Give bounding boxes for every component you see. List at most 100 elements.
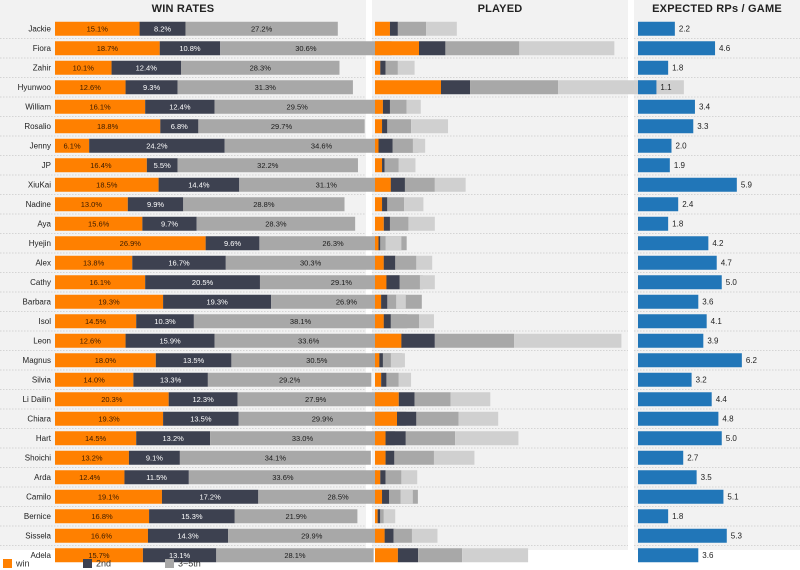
played-bar-win bbox=[375, 548, 398, 563]
win-rate-label-third: 28.3% bbox=[250, 63, 272, 72]
win-rate-label-third: 30.5% bbox=[306, 356, 328, 365]
category-label: Nadine bbox=[26, 200, 52, 209]
rp-value-label: 1.1 bbox=[660, 83, 672, 92]
played-bar-rest bbox=[383, 509, 396, 524]
rp-bar bbox=[638, 548, 699, 563]
played-bar-win bbox=[375, 99, 383, 114]
played-bar-second bbox=[380, 470, 386, 485]
played-bar-win bbox=[375, 80, 441, 95]
rp-bar bbox=[638, 392, 712, 407]
played-bar-second bbox=[377, 509, 381, 524]
rp-bar bbox=[638, 197, 679, 212]
rp-bar bbox=[638, 60, 669, 75]
played-bar-third bbox=[387, 119, 412, 134]
category-label: Hyunwoo bbox=[18, 83, 52, 92]
played-bar-second bbox=[397, 548, 419, 563]
win-rate-bar-third bbox=[185, 21, 338, 36]
win-rate-bar-win bbox=[55, 119, 161, 134]
win-rate-bar-third bbox=[181, 60, 340, 75]
win-rate-label-third: 27.2% bbox=[251, 24, 273, 33]
win-rate-bar-win bbox=[55, 21, 140, 36]
legend-win-label: win bbox=[16, 558, 30, 569]
win-rate-label-third: 26.9% bbox=[336, 297, 358, 306]
win-rate-label-second: 9.7% bbox=[161, 219, 178, 228]
win-rate-label-second: 15.3% bbox=[181, 512, 203, 521]
win-rate-label-third: 29.9% bbox=[301, 531, 323, 540]
rp-value-label: 2.4 bbox=[682, 200, 694, 209]
rp-value-label: 4.4 bbox=[716, 395, 728, 404]
win-rate-label-win: 16.1% bbox=[89, 102, 111, 111]
rp-bar bbox=[638, 138, 672, 153]
played-bar-rest bbox=[412, 138, 426, 153]
played-bar-win bbox=[375, 333, 402, 348]
win-rate-label-win: 18.8% bbox=[97, 122, 119, 131]
win-rate-bar-third bbox=[234, 509, 358, 524]
win-rate-label-second: 13.5% bbox=[190, 414, 212, 423]
played-bar-second bbox=[378, 236, 381, 251]
played-bar-win bbox=[375, 255, 384, 270]
played-bar-rest bbox=[455, 431, 519, 446]
played-bar-win bbox=[375, 158, 383, 173]
rp-value-label: 3.3 bbox=[697, 122, 709, 131]
win-rate-bar-second bbox=[147, 528, 229, 543]
win-rate-label-win: 26.9% bbox=[120, 239, 142, 248]
played-bar-rest bbox=[408, 216, 435, 231]
win-rate-bar-third bbox=[177, 158, 358, 173]
played-bar-second bbox=[381, 372, 387, 387]
win-rate-bar-third bbox=[238, 411, 407, 426]
win-rate-bar-win bbox=[55, 431, 137, 446]
category-label: Sissela bbox=[25, 531, 51, 540]
rp-value-label: 5.1 bbox=[727, 492, 739, 501]
played-bar-win bbox=[375, 138, 379, 153]
win-rate-label-win: 12.4% bbox=[79, 473, 101, 482]
played-bar-rest bbox=[404, 197, 424, 212]
win-rate-bar-win bbox=[55, 197, 128, 212]
win-rate-bar-win bbox=[55, 528, 148, 543]
played-bar-rest bbox=[406, 99, 421, 114]
played-bar-third bbox=[384, 158, 399, 173]
category-label: Aya bbox=[37, 219, 51, 228]
rp-value-label: 2.0 bbox=[676, 141, 688, 150]
win-rate-label-win: 12.6% bbox=[80, 83, 102, 92]
win-rate-label-third: 27.9% bbox=[305, 395, 327, 404]
win-rate-label-third: 31.3% bbox=[255, 83, 277, 92]
win-rate-bar-win bbox=[55, 41, 160, 56]
played-bar-second bbox=[383, 255, 396, 270]
win-rate-bar-third bbox=[207, 372, 372, 387]
rp-value-label: 5.0 bbox=[726, 278, 738, 287]
played-bar-rest bbox=[426, 21, 457, 36]
category-label: Magnus bbox=[23, 356, 51, 365]
rp-value-label: 2.7 bbox=[687, 453, 699, 462]
rp-value-label: 3.2 bbox=[696, 375, 708, 384]
category-label: Bernice bbox=[24, 512, 52, 521]
played-bar-second bbox=[390, 177, 405, 192]
win-rate-label-win: 16.1% bbox=[89, 278, 111, 287]
played-bar-third bbox=[385, 60, 398, 75]
rp-value-label: 1.8 bbox=[672, 512, 684, 521]
played-bar-second bbox=[382, 489, 390, 504]
rp-bar bbox=[638, 411, 719, 426]
win-rate-bar-second bbox=[128, 450, 180, 465]
win-rate-label-win: 19.3% bbox=[98, 297, 120, 306]
win-rate-label-second: 9.1% bbox=[146, 453, 163, 462]
played-bar-rest bbox=[450, 392, 491, 407]
rp-bar bbox=[638, 21, 675, 36]
played-bar-third bbox=[393, 528, 412, 543]
win-rate-bar-win bbox=[55, 177, 159, 192]
played-bar-third bbox=[389, 489, 401, 504]
played-bar-win bbox=[375, 177, 391, 192]
rp-bar bbox=[638, 314, 707, 329]
win-rate-bar-win bbox=[55, 333, 126, 348]
win-rate-label-third: 31.1% bbox=[316, 180, 338, 189]
played-bar-third bbox=[416, 411, 459, 426]
rp-value-label: 2.2 bbox=[679, 24, 691, 33]
win-rate-label-second: 12.3% bbox=[192, 395, 214, 404]
win-rate-label-win: 18.5% bbox=[96, 180, 118, 189]
win-rate-label-second: 9.9% bbox=[147, 200, 164, 209]
played-bar-win bbox=[375, 528, 385, 543]
win-rate-bar-second bbox=[168, 392, 238, 407]
played-bar-second bbox=[385, 450, 395, 465]
played-bar-win bbox=[375, 431, 386, 446]
win-rate-label-third: 34.1% bbox=[265, 453, 287, 462]
